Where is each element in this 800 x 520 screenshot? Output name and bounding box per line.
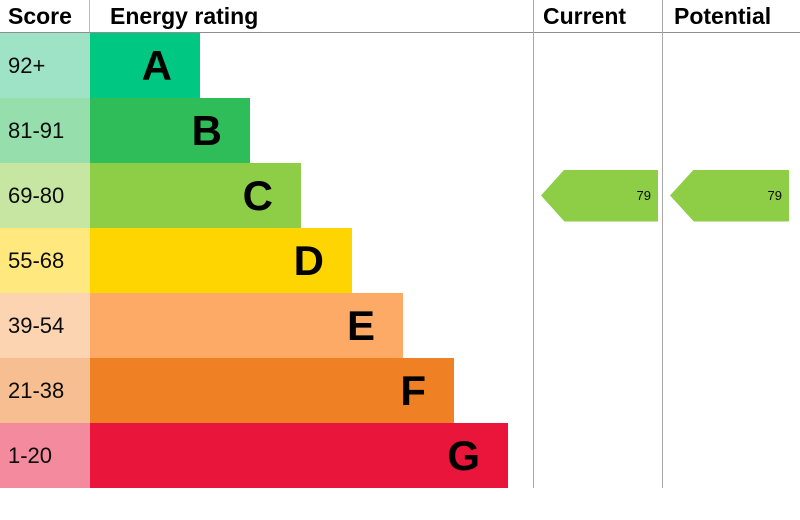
potential-rating-arrow: 79 bbox=[670, 169, 789, 222]
band-row: 1-20 G bbox=[0, 423, 508, 488]
current-column-divider bbox=[533, 0, 534, 488]
rating-bar: E bbox=[90, 293, 403, 358]
rating-bar: D bbox=[90, 228, 352, 293]
header-score: Score bbox=[0, 0, 90, 32]
rating-letter: B bbox=[191, 106, 222, 154]
rating-letter: A bbox=[141, 41, 172, 89]
band-row: 39-54 E bbox=[0, 293, 508, 358]
rating-bar: A bbox=[90, 33, 200, 98]
band-row: 21-38 F bbox=[0, 358, 508, 423]
score-cell: 21-38 bbox=[0, 358, 90, 423]
score-cell: 81-91 bbox=[0, 98, 90, 163]
current-rating-value: 79 bbox=[636, 188, 651, 203]
score-cell: 1-20 bbox=[0, 423, 90, 488]
current-rating-arrow: 79 bbox=[541, 169, 658, 222]
band-row: 92+ A bbox=[0, 33, 508, 98]
band-row: 69-80 C bbox=[0, 163, 508, 228]
header-potential: Potential bbox=[674, 2, 772, 29]
potential-column-divider bbox=[662, 0, 663, 488]
rating-bar: C bbox=[90, 163, 301, 228]
score-cell: 55-68 bbox=[0, 228, 90, 293]
chart-header-row: Score Energy rating Current Potential bbox=[0, 0, 800, 33]
band-row: 81-91 B bbox=[0, 98, 508, 163]
rating-letter: G bbox=[447, 431, 480, 479]
band-row: 55-68 D bbox=[0, 228, 508, 293]
score-cell: 69-80 bbox=[0, 163, 90, 228]
score-cell: 39-54 bbox=[0, 293, 90, 358]
epc-rows: 92+ A 81-91 B 69-80 C 55-68 D 39-54 bbox=[0, 33, 508, 488]
rating-letter: C bbox=[242, 171, 273, 219]
rating-bar: G bbox=[90, 423, 508, 488]
rating-bar: B bbox=[90, 98, 250, 163]
header-current: Current bbox=[543, 2, 627, 29]
rating-letter: D bbox=[293, 236, 324, 284]
header-energy-rating: Energy rating bbox=[110, 2, 259, 29]
score-cell: 92+ bbox=[0, 33, 90, 98]
rating-letter: E bbox=[346, 301, 375, 349]
rating-letter: F bbox=[400, 366, 426, 414]
rating-bar: F bbox=[90, 358, 454, 423]
potential-rating-value: 79 bbox=[767, 188, 782, 203]
